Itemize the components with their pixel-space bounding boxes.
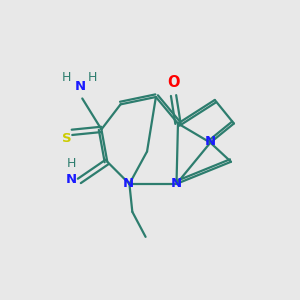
Text: S: S bbox=[62, 132, 71, 145]
Text: N: N bbox=[75, 80, 86, 93]
Text: N: N bbox=[65, 173, 77, 186]
Text: N: N bbox=[171, 177, 182, 190]
Text: N: N bbox=[122, 177, 134, 190]
Text: H: H bbox=[66, 157, 76, 170]
Text: H: H bbox=[61, 71, 71, 84]
Text: O: O bbox=[167, 75, 180, 90]
Text: N: N bbox=[205, 135, 216, 148]
Text: H: H bbox=[88, 71, 97, 84]
